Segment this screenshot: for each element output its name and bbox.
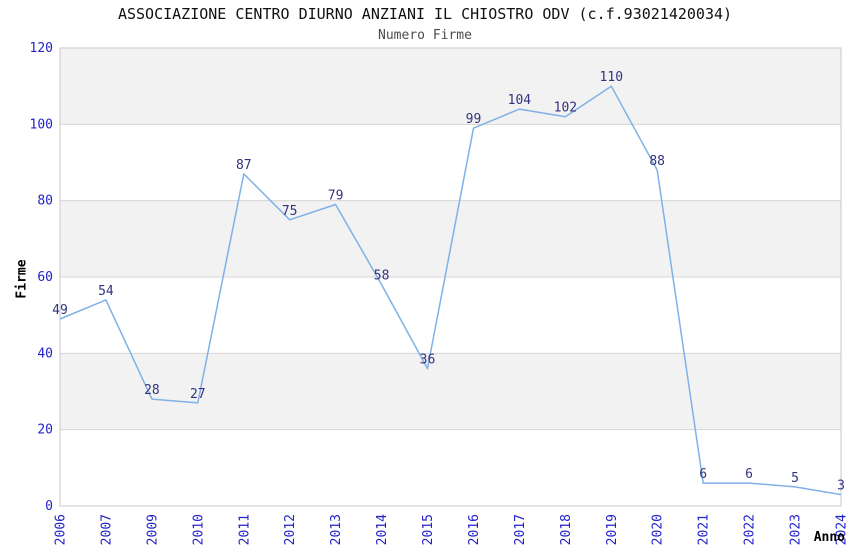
x-tick-label: 2018	[559, 514, 574, 545]
data-label: 27	[190, 387, 206, 402]
x-tick-label: 2009	[145, 514, 160, 545]
x-tick-label: 2007	[99, 514, 114, 545]
x-tick-label: 2020	[651, 514, 666, 545]
x-tick-label: 2021	[697, 514, 712, 545]
data-label: 88	[649, 154, 665, 169]
y-tick-label: 80	[37, 194, 53, 209]
data-label: 102	[554, 101, 577, 116]
x-tick-label: 2022	[743, 514, 758, 545]
data-label: 75	[282, 204, 298, 219]
y-tick-label: 40	[37, 346, 53, 361]
data-label: 79	[328, 189, 344, 204]
plot-band	[60, 353, 841, 430]
y-tick-label: 0	[45, 499, 53, 514]
data-label: 54	[98, 284, 114, 299]
data-label: 6	[699, 467, 707, 482]
x-tick-label: 2017	[513, 514, 528, 545]
chart-title: ASSOCIAZIONE CENTRO DIURNO ANZIANI IL CH…	[117, 5, 733, 23]
plot-border	[59, 47, 842, 507]
x-tick-label: 2016	[467, 514, 482, 545]
x-tick-label: 2006	[54, 514, 69, 545]
x-tick-label: 2023	[789, 514, 804, 545]
data-label: 58	[374, 269, 390, 284]
data-label: 49	[52, 303, 68, 318]
x-tick-label: 2012	[283, 514, 298, 545]
y-tick-label: 20	[37, 423, 53, 438]
chart-subtitle: Numero Firme	[378, 28, 472, 43]
y-tick-label: 60	[37, 270, 53, 285]
x-tick-label: 2013	[329, 514, 344, 545]
data-label: 28	[144, 383, 160, 398]
x-tick-label: 2015	[421, 514, 436, 545]
x-tick-label: 2011	[237, 514, 252, 545]
x-axis-label: Anno	[813, 530, 845, 545]
data-label: 87	[236, 158, 252, 173]
x-tick-label: 2024	[835, 514, 850, 545]
data-label: 3	[837, 479, 845, 494]
x-tick-label: 2019	[605, 514, 620, 545]
data-label: 99	[466, 112, 482, 127]
x-tick-label: 2014	[375, 514, 390, 545]
data-label: 36	[420, 353, 436, 368]
x-tick-label: 2010	[191, 514, 206, 545]
data-line	[59, 85, 842, 496]
y-tick-label: 100	[30, 117, 53, 132]
plot-band	[60, 48, 841, 125]
data-label: 110	[600, 70, 623, 85]
data-label: 104	[508, 93, 532, 108]
y-tick-label: 120	[30, 41, 53, 56]
data-label: 5	[791, 471, 799, 486]
plot-band	[60, 200, 841, 277]
data-label: 6	[745, 467, 753, 482]
